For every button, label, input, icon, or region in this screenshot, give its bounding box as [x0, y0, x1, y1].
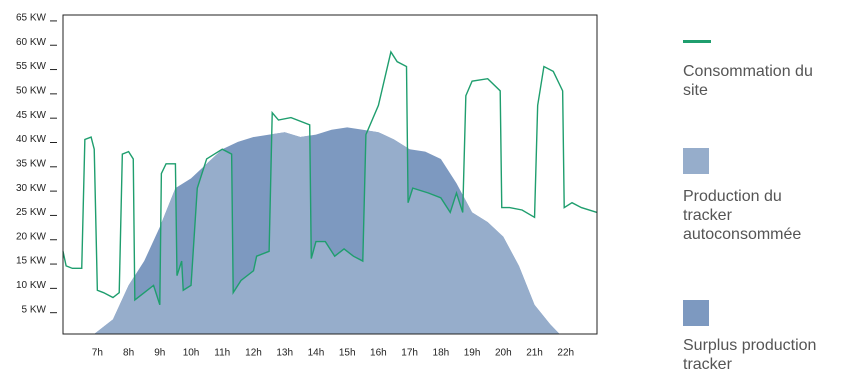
x-tick-label: 14h: [308, 348, 325, 359]
x-tick-label: 10h: [183, 348, 200, 359]
consumption-line: [62, 50, 598, 306]
x-tick-label: 16h: [370, 348, 387, 359]
legend-swatch: [683, 148, 709, 174]
legend-label: Consommation du site: [683, 63, 813, 99]
x-tick-label: 15h: [339, 348, 356, 359]
x-tick-label: 22h: [557, 348, 574, 359]
x-tick-label: 8h: [123, 348, 134, 359]
x-tick-label: 20h: [495, 348, 512, 359]
y-tick-label: 65 KW: [16, 13, 47, 24]
y-tick-label: 5 KW: [22, 304, 47, 315]
y-tick-label: 50 KW: [16, 86, 47, 97]
y-tick-label: 45 KW: [16, 110, 47, 121]
x-tick-label: 13h: [276, 348, 293, 359]
x-tick-label: 17h: [401, 348, 418, 359]
legend-label: Production du tracker autoconsommée: [683, 188, 802, 243]
plot-frame: [62, 14, 598, 335]
y-tick-label: 25 KW: [16, 207, 47, 218]
x-tick-label: 7h: [92, 348, 103, 359]
x-tick-label: 19h: [464, 348, 481, 359]
y-tick-label: 35 KW: [16, 158, 47, 169]
y-tick-label: 60 KW: [16, 37, 47, 48]
y-tick-label: 10 KW: [16, 280, 47, 291]
y-tick-label: 15 KW: [16, 256, 47, 267]
y-tick-label: 30 KW: [16, 183, 47, 194]
legend-label: Surplus production tracker: [683, 337, 817, 373]
legend-swatch: [683, 40, 711, 43]
y-tick-label: 55 KW: [16, 61, 47, 72]
x-tick-label: 11h: [214, 348, 230, 359]
chart: 5 KW 10 KW 15 KW 20 KW 25 KW 30 KW 35 KW 40 KW 4…: [16, 13, 598, 359]
legend-swatch: [683, 300, 709, 326]
y-tick-label: 20 KW: [16, 231, 47, 242]
x-tick-label: 12h: [245, 348, 262, 359]
x-tick-label: 18h: [433, 348, 450, 359]
x-tick-label: 9h: [154, 348, 165, 359]
x-tick-label: 21h: [526, 348, 543, 359]
y-tick-label: 40 KW: [16, 134, 47, 145]
